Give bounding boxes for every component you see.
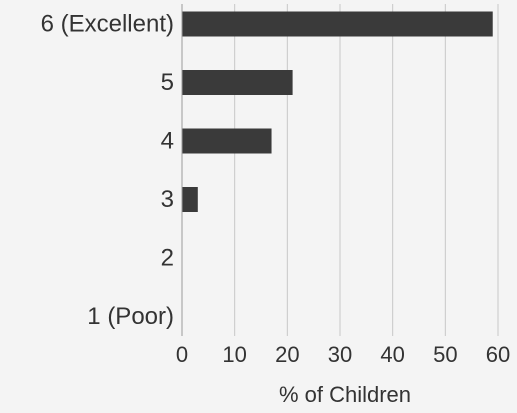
bar-1 <box>182 11 493 37</box>
bar-4 <box>182 187 198 212</box>
x-tick-label: 0 <box>176 342 188 367</box>
x-tick-label: 30 <box>328 342 352 367</box>
x-tick-label: 40 <box>380 342 404 367</box>
x-tick-label: 60 <box>486 342 510 367</box>
gridlines <box>234 4 499 336</box>
y-tick-label: 6 (Excellent) <box>41 11 174 38</box>
x-tick-label: 50 <box>433 342 457 367</box>
x-tick-label: 20 <box>275 342 299 367</box>
x-tick-labels: 0 10 20 30 40 50 60 <box>176 342 510 367</box>
bar-3 <box>182 128 272 154</box>
x-tick-label: 10 <box>222 342 246 367</box>
y-tick-labels: 6 (Excellent) 5 4 3 2 1 (Poor) <box>41 11 174 331</box>
bars <box>182 11 493 212</box>
y-tick-label: 5 <box>161 69 174 96</box>
y-tick-label: 2 <box>161 245 174 272</box>
y-tick-label: 3 <box>161 186 174 213</box>
y-tick-label: 1 (Poor) <box>87 303 174 330</box>
x-axis-title: % of Children <box>279 382 411 407</box>
y-tick-label: 4 <box>161 128 174 155</box>
bar-2 <box>182 70 293 95</box>
